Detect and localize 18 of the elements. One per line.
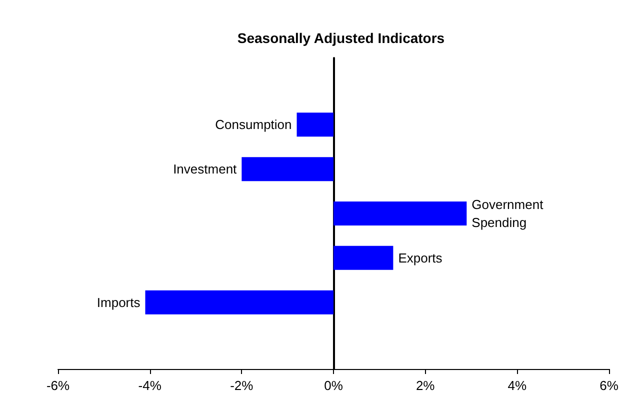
y-tick-label: Investment [173,162,238,177]
x-tick-label: -4% [138,378,162,393]
bar [242,157,334,182]
y-tick-label: Consumption [215,117,292,132]
x-tick-label: 2% [416,378,436,393]
x-tick-label: -2% [230,378,254,393]
bar [334,246,394,270]
bar [334,202,467,226]
x-tick-label: 0% [324,378,344,393]
chart-title: Seasonally Adjusted Indicators [237,30,445,46]
x-tick-label: 6% [600,378,619,393]
x-tick-label: -6% [46,378,70,393]
y-tick-label: Imports [96,294,141,310]
bar [296,112,334,137]
bar [145,290,334,314]
y-tick-label: Government Spending [472,197,547,230]
y-tick-label: Exports [398,250,443,266]
x-tick-label: 4% [508,378,527,393]
